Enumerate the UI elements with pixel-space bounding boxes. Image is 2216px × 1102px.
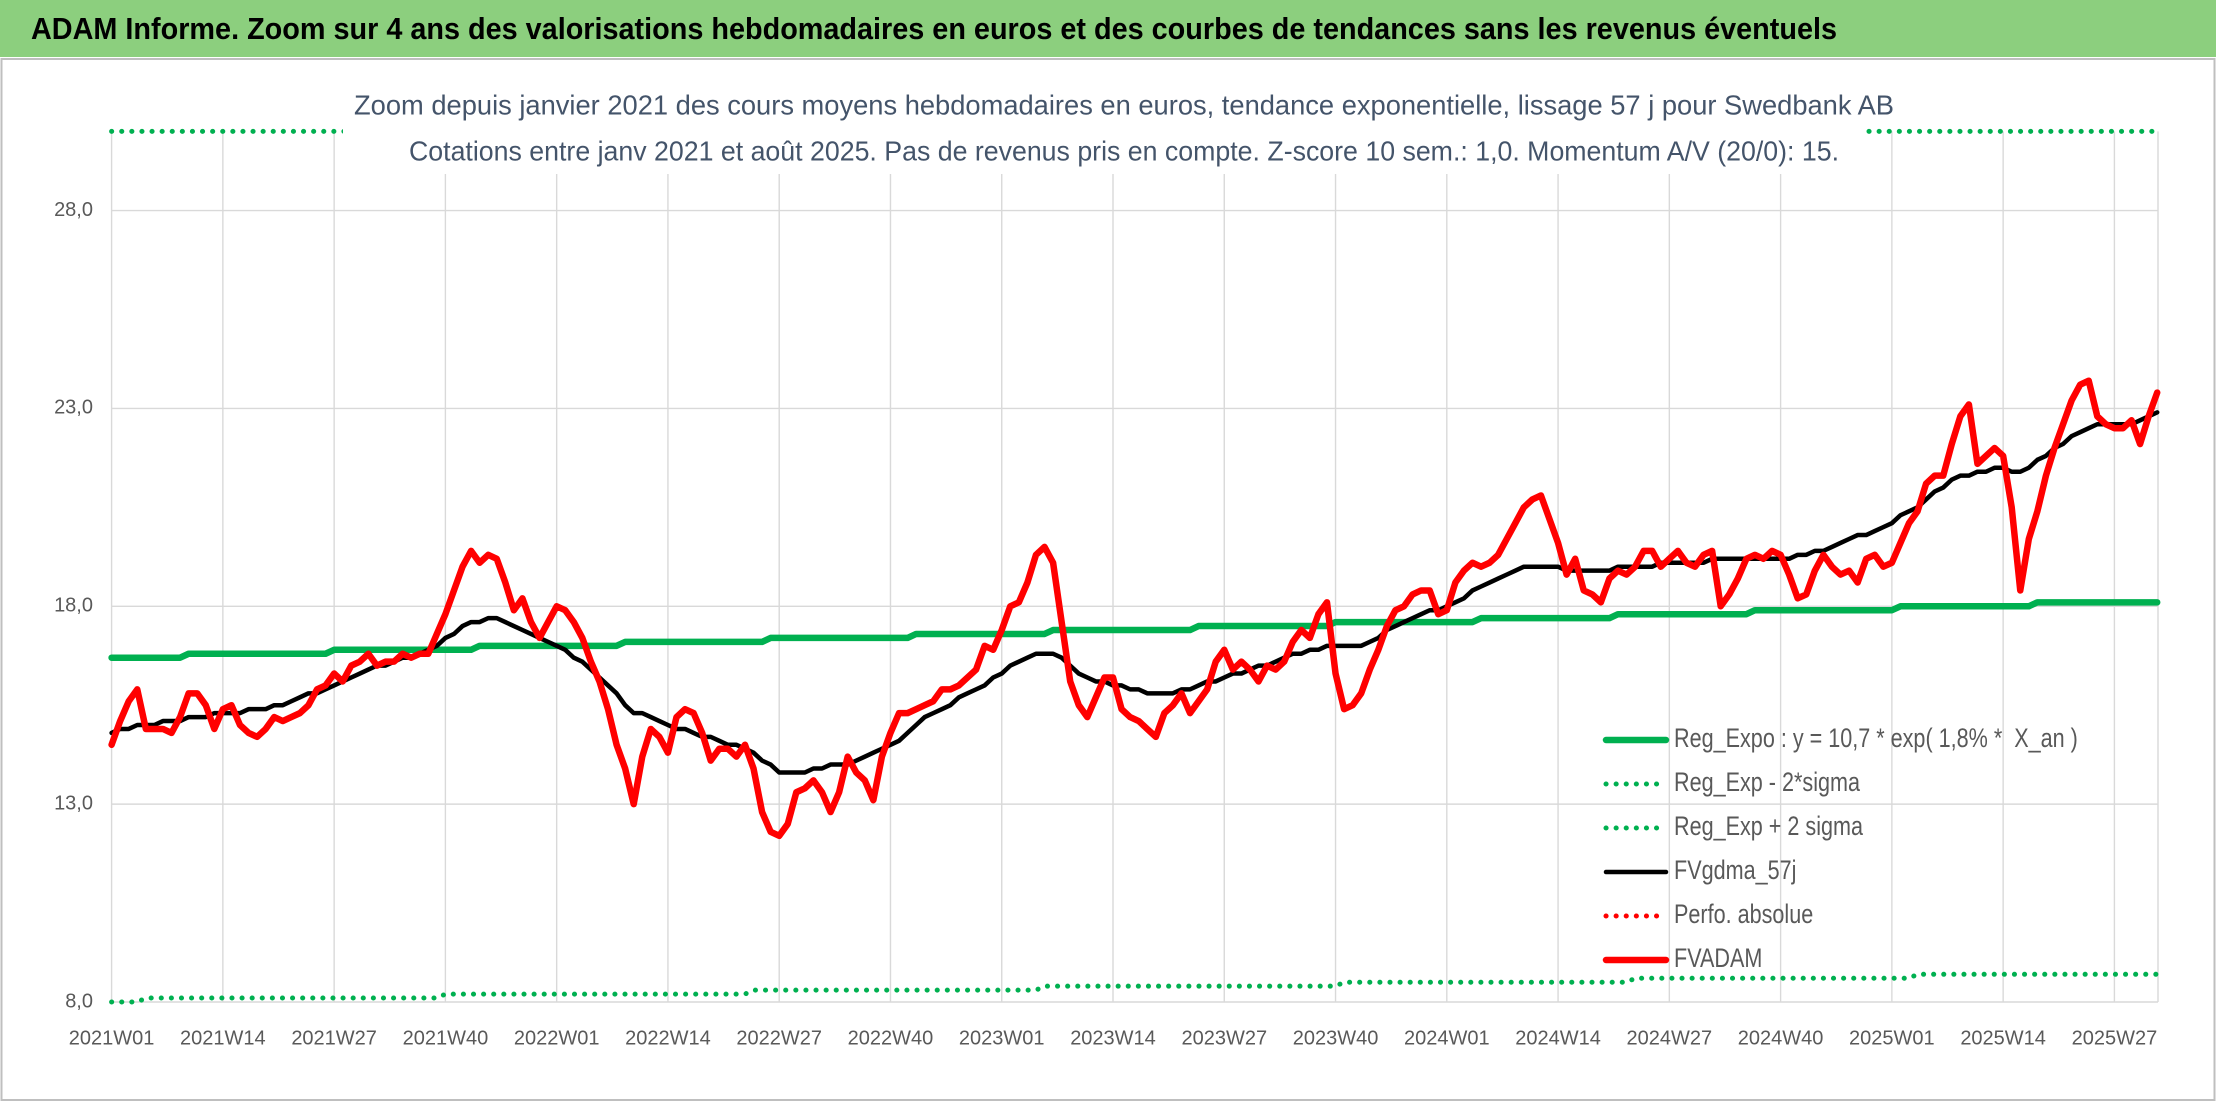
y-tick-label: 13,0 xyxy=(54,792,93,814)
x-tick-label: 2022W14 xyxy=(625,1027,711,1049)
x-tick-label: 2021W27 xyxy=(291,1027,377,1049)
x-tick-label: 2024W14 xyxy=(1515,1027,1601,1049)
y-tick-label: 23,0 xyxy=(54,397,93,419)
header-bar xyxy=(0,0,2216,57)
x-tick-label: 2024W40 xyxy=(1738,1027,1824,1049)
x-tick-label: 2022W27 xyxy=(736,1027,822,1049)
subtitle-box xyxy=(343,84,1866,174)
x-tick-label: 2021W01 xyxy=(69,1027,155,1049)
legend-label: FVADAM xyxy=(1674,944,1762,974)
x-tick-label: 2023W01 xyxy=(959,1027,1045,1049)
x-tick-label: 2024W27 xyxy=(1627,1027,1713,1049)
series-line xyxy=(108,599,2161,661)
y-tick-label: 8,0 xyxy=(65,990,93,1012)
x-tick-label: 2025W14 xyxy=(1960,1027,2046,1049)
x-tick-label: 2021W40 xyxy=(403,1027,489,1049)
x-tick-label: 2022W40 xyxy=(848,1027,934,1049)
x-tick-label: 2025W01 xyxy=(1849,1027,1935,1049)
legend-label: Reg_Exp - 2*sigma xyxy=(1674,768,1860,798)
y-tick-label: 18,0 xyxy=(54,595,93,617)
subtitle: Cotations entre janv 2021 et août 2025. … xyxy=(409,135,1839,166)
chart-frame xyxy=(0,58,2216,1101)
series-line xyxy=(108,377,2161,840)
legend: Reg_Expo : y = 10,7 * exp( 1,8% * X_an )… xyxy=(1602,724,2078,974)
x-tick-label: 2023W27 xyxy=(1181,1027,1267,1049)
legend-label: FVgdma_57j xyxy=(1674,856,1796,886)
legend-label: Reg_Exp + 2 sigma xyxy=(1674,812,1863,842)
legend-label: Perfo. absolue xyxy=(1674,900,1813,930)
legend-label: Reg_Expo : y = 10,7 * exp( 1,8% * X_an ) xyxy=(1674,724,2078,754)
subtitle-group: Zoom depuis janvier 2021 des cours moyen… xyxy=(343,84,1894,174)
series-line xyxy=(109,410,2160,775)
chart-title: ADAM Informe. Zoom sur 4 ans des valoris… xyxy=(31,11,1837,46)
y-tick-label: 28,0 xyxy=(54,199,93,221)
x-tick-label: 2023W14 xyxy=(1070,1027,1156,1049)
subtitle: Zoom depuis janvier 2021 des cours moyen… xyxy=(354,89,1894,120)
x-tick-label: 2025W27 xyxy=(2072,1027,2158,1049)
axes: 8,0 13,0 18,0 23,0 28,0 2021W01 2021W14 2021W27… xyxy=(54,131,2159,1049)
series-line xyxy=(109,971,2160,1005)
x-tick-label: 2024W01 xyxy=(1404,1027,1490,1049)
x-tick-label: 2021W14 xyxy=(180,1027,266,1049)
x-tick-label: 2023W40 xyxy=(1293,1027,1379,1049)
x-tick-label: 2022W01 xyxy=(514,1027,600,1049)
